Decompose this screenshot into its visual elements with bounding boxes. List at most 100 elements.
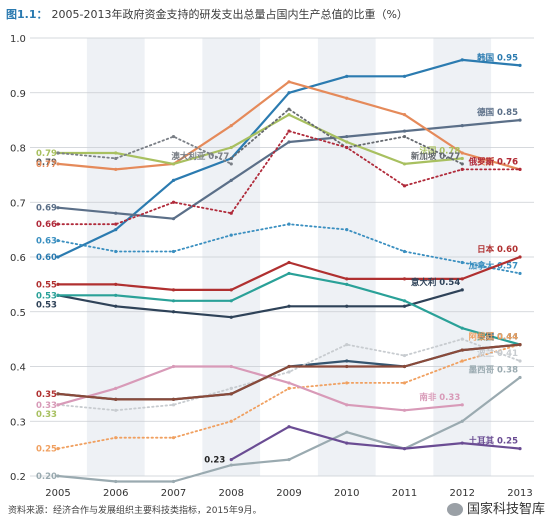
data-point: [518, 63, 522, 67]
data-point: [402, 447, 407, 451]
data-point: [518, 343, 522, 347]
series-德国: 德国 0.85: [56, 107, 522, 221]
data-point: [402, 134, 407, 139]
data-point: [114, 222, 118, 226]
data-point: [345, 359, 349, 363]
data-point: [287, 304, 291, 308]
data-point: [229, 124, 233, 128]
x-tick-label: 2005: [45, 488, 70, 499]
data-point: [460, 151, 464, 155]
data-point: [56, 282, 60, 286]
data-point: [114, 151, 118, 155]
data-point: [402, 184, 407, 188]
data-point: [114, 211, 118, 215]
data-point: [287, 271, 291, 276]
data-point: [229, 315, 233, 319]
data-point: [345, 430, 349, 434]
series-end-label: 阿根廷 0.44: [469, 332, 519, 343]
data-point: [460, 359, 464, 363]
series-end-label: 澳大利亚 0.77: [171, 151, 229, 162]
data-point: [114, 167, 118, 171]
data-point: [518, 271, 522, 276]
watermark-text: 国家科技智库: [466, 502, 545, 517]
data-point: [460, 288, 464, 292]
series-end-label: 韩国 0.95: [477, 52, 518, 63]
data-point: [56, 293, 60, 297]
series-意大利: 意大利 0.54: [56, 277, 464, 319]
data-point: [402, 74, 407, 78]
start-value-label: 0.53: [36, 300, 57, 310]
data-point: [345, 381, 349, 385]
wechat-icon: [446, 503, 463, 516]
data-point: [287, 370, 291, 374]
data-point: [114, 293, 118, 297]
data-point: [287, 107, 291, 111]
data-point: [114, 249, 118, 254]
data-point: [114, 479, 118, 484]
data-point: [345, 145, 349, 150]
data-point: [402, 364, 407, 369]
data-point: [229, 299, 233, 303]
data-point: [171, 397, 176, 401]
x-tick-label: 2010: [334, 488, 359, 499]
x-tick-label: 2006: [103, 488, 128, 499]
data-point: [345, 96, 349, 100]
data-point: [229, 211, 233, 215]
data-point: [114, 282, 118, 286]
data-point: [171, 217, 176, 221]
start-value-label: 0.79: [36, 149, 57, 159]
data-point: [171, 162, 176, 166]
data-point: [518, 375, 522, 380]
data-point: [171, 178, 176, 182]
data-point: [171, 288, 176, 292]
data-point: [518, 167, 522, 171]
y-tick-label: 0.7: [10, 198, 26, 209]
data-point: [460, 124, 464, 128]
data-point: [114, 386, 118, 390]
data-point: [402, 381, 407, 385]
data-point: [460, 403, 464, 407]
data-point: [287, 425, 291, 429]
series-end-label: 俄罗斯 0.76: [468, 156, 519, 167]
watermark: 国家科技智库: [446, 498, 545, 517]
figure-title: 图1.1： 2005-2013年政府资金支持的研发支出总量占国内生产总值的比重（%…: [6, 6, 408, 22]
data-point: [402, 408, 407, 412]
data-point: [345, 134, 349, 139]
series-end-label: 英国 0.44: [476, 332, 518, 343]
data-point: [171, 200, 176, 204]
data-point: [460, 260, 464, 265]
data-point: [460, 167, 464, 171]
start-value-label: 0.33: [36, 410, 57, 420]
data-point: [229, 457, 233, 462]
data-point: [229, 178, 233, 182]
data-point: [287, 80, 291, 84]
data-point: [114, 156, 118, 161]
data-point: [229, 386, 233, 390]
data-point: [345, 304, 349, 308]
y-tick-label: 0.5: [10, 308, 26, 319]
start-value-label: 0.25: [36, 445, 57, 455]
data-point: [460, 326, 464, 330]
start-value-label: 0.20: [36, 472, 57, 482]
start-value-label: 0.60: [36, 253, 57, 263]
series-韩国: 韩国 0.95: [56, 52, 522, 259]
data-point: [171, 299, 176, 303]
data-point: [229, 145, 233, 150]
data-point: [56, 447, 60, 451]
data-point: [229, 233, 233, 237]
series-俄罗斯: 俄罗斯 0.76: [56, 129, 522, 226]
y-tick-label: 1.0: [10, 34, 26, 45]
data-point: [460, 58, 464, 62]
data-point: [287, 91, 291, 95]
data-point: [56, 403, 60, 407]
series-澳大利亚: 澳大利亚 0.77: [56, 134, 233, 166]
data-point: [402, 277, 407, 281]
series-波兰: 波兰 0.41: [56, 337, 522, 412]
data-point: [460, 348, 464, 352]
data-point: [229, 156, 233, 161]
source-note: 资料来源：经济合作与发展组织主要科技类指标，2015年9月。: [8, 506, 262, 516]
data-point: [171, 310, 176, 314]
data-point: [171, 403, 176, 407]
data-point: [114, 228, 118, 232]
start-value-label: 0.33: [36, 401, 57, 411]
